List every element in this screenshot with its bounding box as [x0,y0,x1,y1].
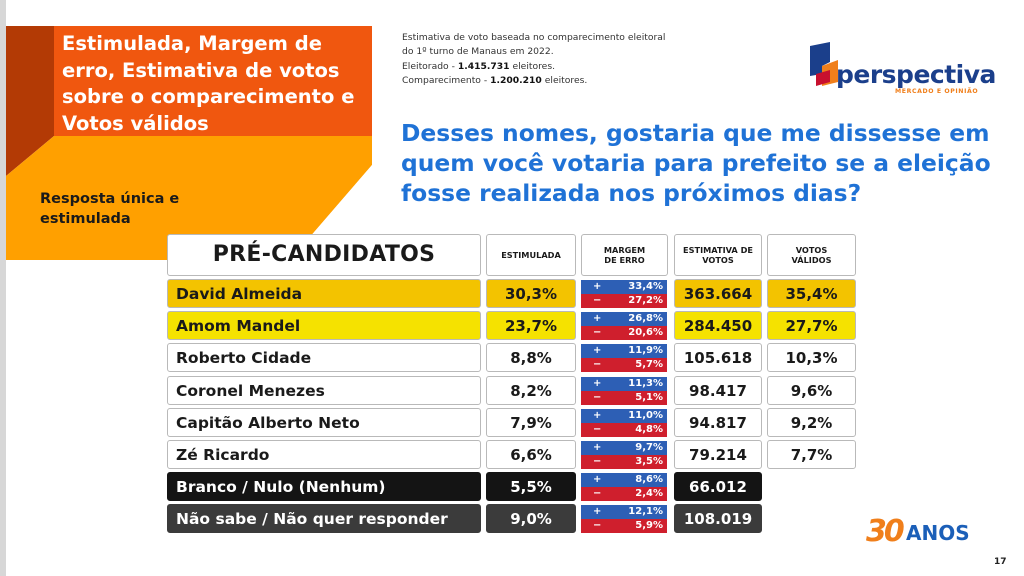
stimulated-value: 30,3% [486,279,576,308]
stimulated-value: 7,9% [486,408,576,437]
note-line-2: do 1º turno de Manaus em 2022. [402,46,554,58]
candidate-name: Capitão Alberto Neto [167,408,481,437]
logo-wordmark: perspectiva [836,60,996,89]
margin-of-error: +8,6% −2,4% [581,473,667,501]
perspectiva-logo-icon [810,42,838,86]
slide-subtitle: Resposta única e estimulada [40,191,180,227]
estimate-value: 284.450 [674,311,762,340]
margin-lower: −5,9% [581,519,667,533]
survey-question: Desses nomes, gostaria que me dissesse e… [401,119,991,207]
anniversary-number: 30 [866,514,905,549]
valid-votes-value: 27,7% [767,311,856,340]
margin-lower: −4,8% [581,423,667,437]
candidate-name: Zé Ricardo [167,440,481,469]
header-candidates: PRÉ-CANDIDATOS [167,234,481,276]
margin-of-error: +11,3% −5,1% [581,377,667,405]
margin-upper: +8,6% [581,473,667,487]
valid-votes-value: 35,4% [767,279,856,308]
valid-votes-value: 9,2% [767,408,856,437]
margin-lower: −2,4% [581,487,667,501]
estimate-value: 66.012 [674,472,762,501]
margin-upper: +9,7% [581,441,667,455]
margin-upper: +11,9% [581,344,667,358]
slide-title: Estimulada, Margem de erro, Estimativa d… [62,32,355,135]
estimate-value: 94.817 [674,408,762,437]
margin-of-error: +33,4% −27,2% [581,280,667,308]
estimate-value: 98.417 [674,376,762,405]
margin-of-error: +12,1% −5,9% [581,505,667,533]
estimate-value: 363.664 [674,279,762,308]
estimate-value: 105.618 [674,343,762,372]
margin-upper: +11,0% [581,409,667,423]
candidate-name: Não sabe / Não quer responder [167,504,481,533]
valid-votes-value: 9,6% [767,376,856,405]
candidate-name: Coronel Menezes [167,376,481,405]
margin-upper: +12,1% [581,505,667,519]
stimulated-value: 6,6% [486,440,576,469]
margin-upper: +11,3% [581,377,667,391]
page-number: 17 [994,557,1007,567]
margin-upper: +33,4% [581,280,667,294]
margin-lower: −5,1% [581,391,667,405]
candidate-name: David Almeida [167,279,481,308]
margin-of-error: +11,0% −4,8% [581,409,667,437]
header-margin: MARGEM DE ERRO [581,234,668,276]
margin-lower: −3,5% [581,455,667,469]
note-turnout: Comparecimento - 1.200.210 eleitores. [402,74,588,86]
note-line-1: Estimativa de voto baseada no comparecim… [402,32,666,43]
title-box [54,26,372,136]
header-estimate: ESTIMATIVA DE VOTOS [674,234,762,276]
anniversary-word: ANOS [906,521,970,545]
stimulated-value: 23,7% [486,311,576,340]
margin-lower: −5,7% [581,358,667,372]
slide-edge [0,0,6,576]
valid-votes-value: 10,3% [767,343,856,372]
logo-tagline: MERCADO E OPINIÃO [895,88,979,95]
stimulated-value: 9,0% [486,504,576,533]
estimate-value: 79.214 [674,440,762,469]
stimulated-value: 5,5% [486,472,576,501]
margin-lower: −20,6% [581,326,667,340]
margin-lower: −27,2% [581,294,667,308]
header-valid: VOTOS VÁLIDOS [767,234,856,276]
header-stimulated: ESTIMULADA [486,234,576,276]
candidate-name: Branco / Nulo (Nenhum) [167,472,481,501]
margin-of-error: +26,8% −20,6% [581,312,667,340]
estimate-value: 108.019 [674,504,762,533]
note-electorate: Eleitorado - 1.415.731 eleitores. [402,60,556,72]
stimulated-value: 8,2% [486,376,576,405]
stimulated-value: 8,8% [486,343,576,372]
margin-of-error: +9,7% −3,5% [581,441,667,469]
candidate-name: Amom Mandel [167,311,481,340]
methodology-note: Estimativa de voto baseada no comparecim… [402,31,665,88]
candidate-name: Roberto Cidade [167,343,481,372]
margin-of-error: +11,9% −5,7% [581,344,667,372]
margin-upper: +26,8% [581,312,667,326]
valid-votes-value: 7,7% [767,440,856,469]
